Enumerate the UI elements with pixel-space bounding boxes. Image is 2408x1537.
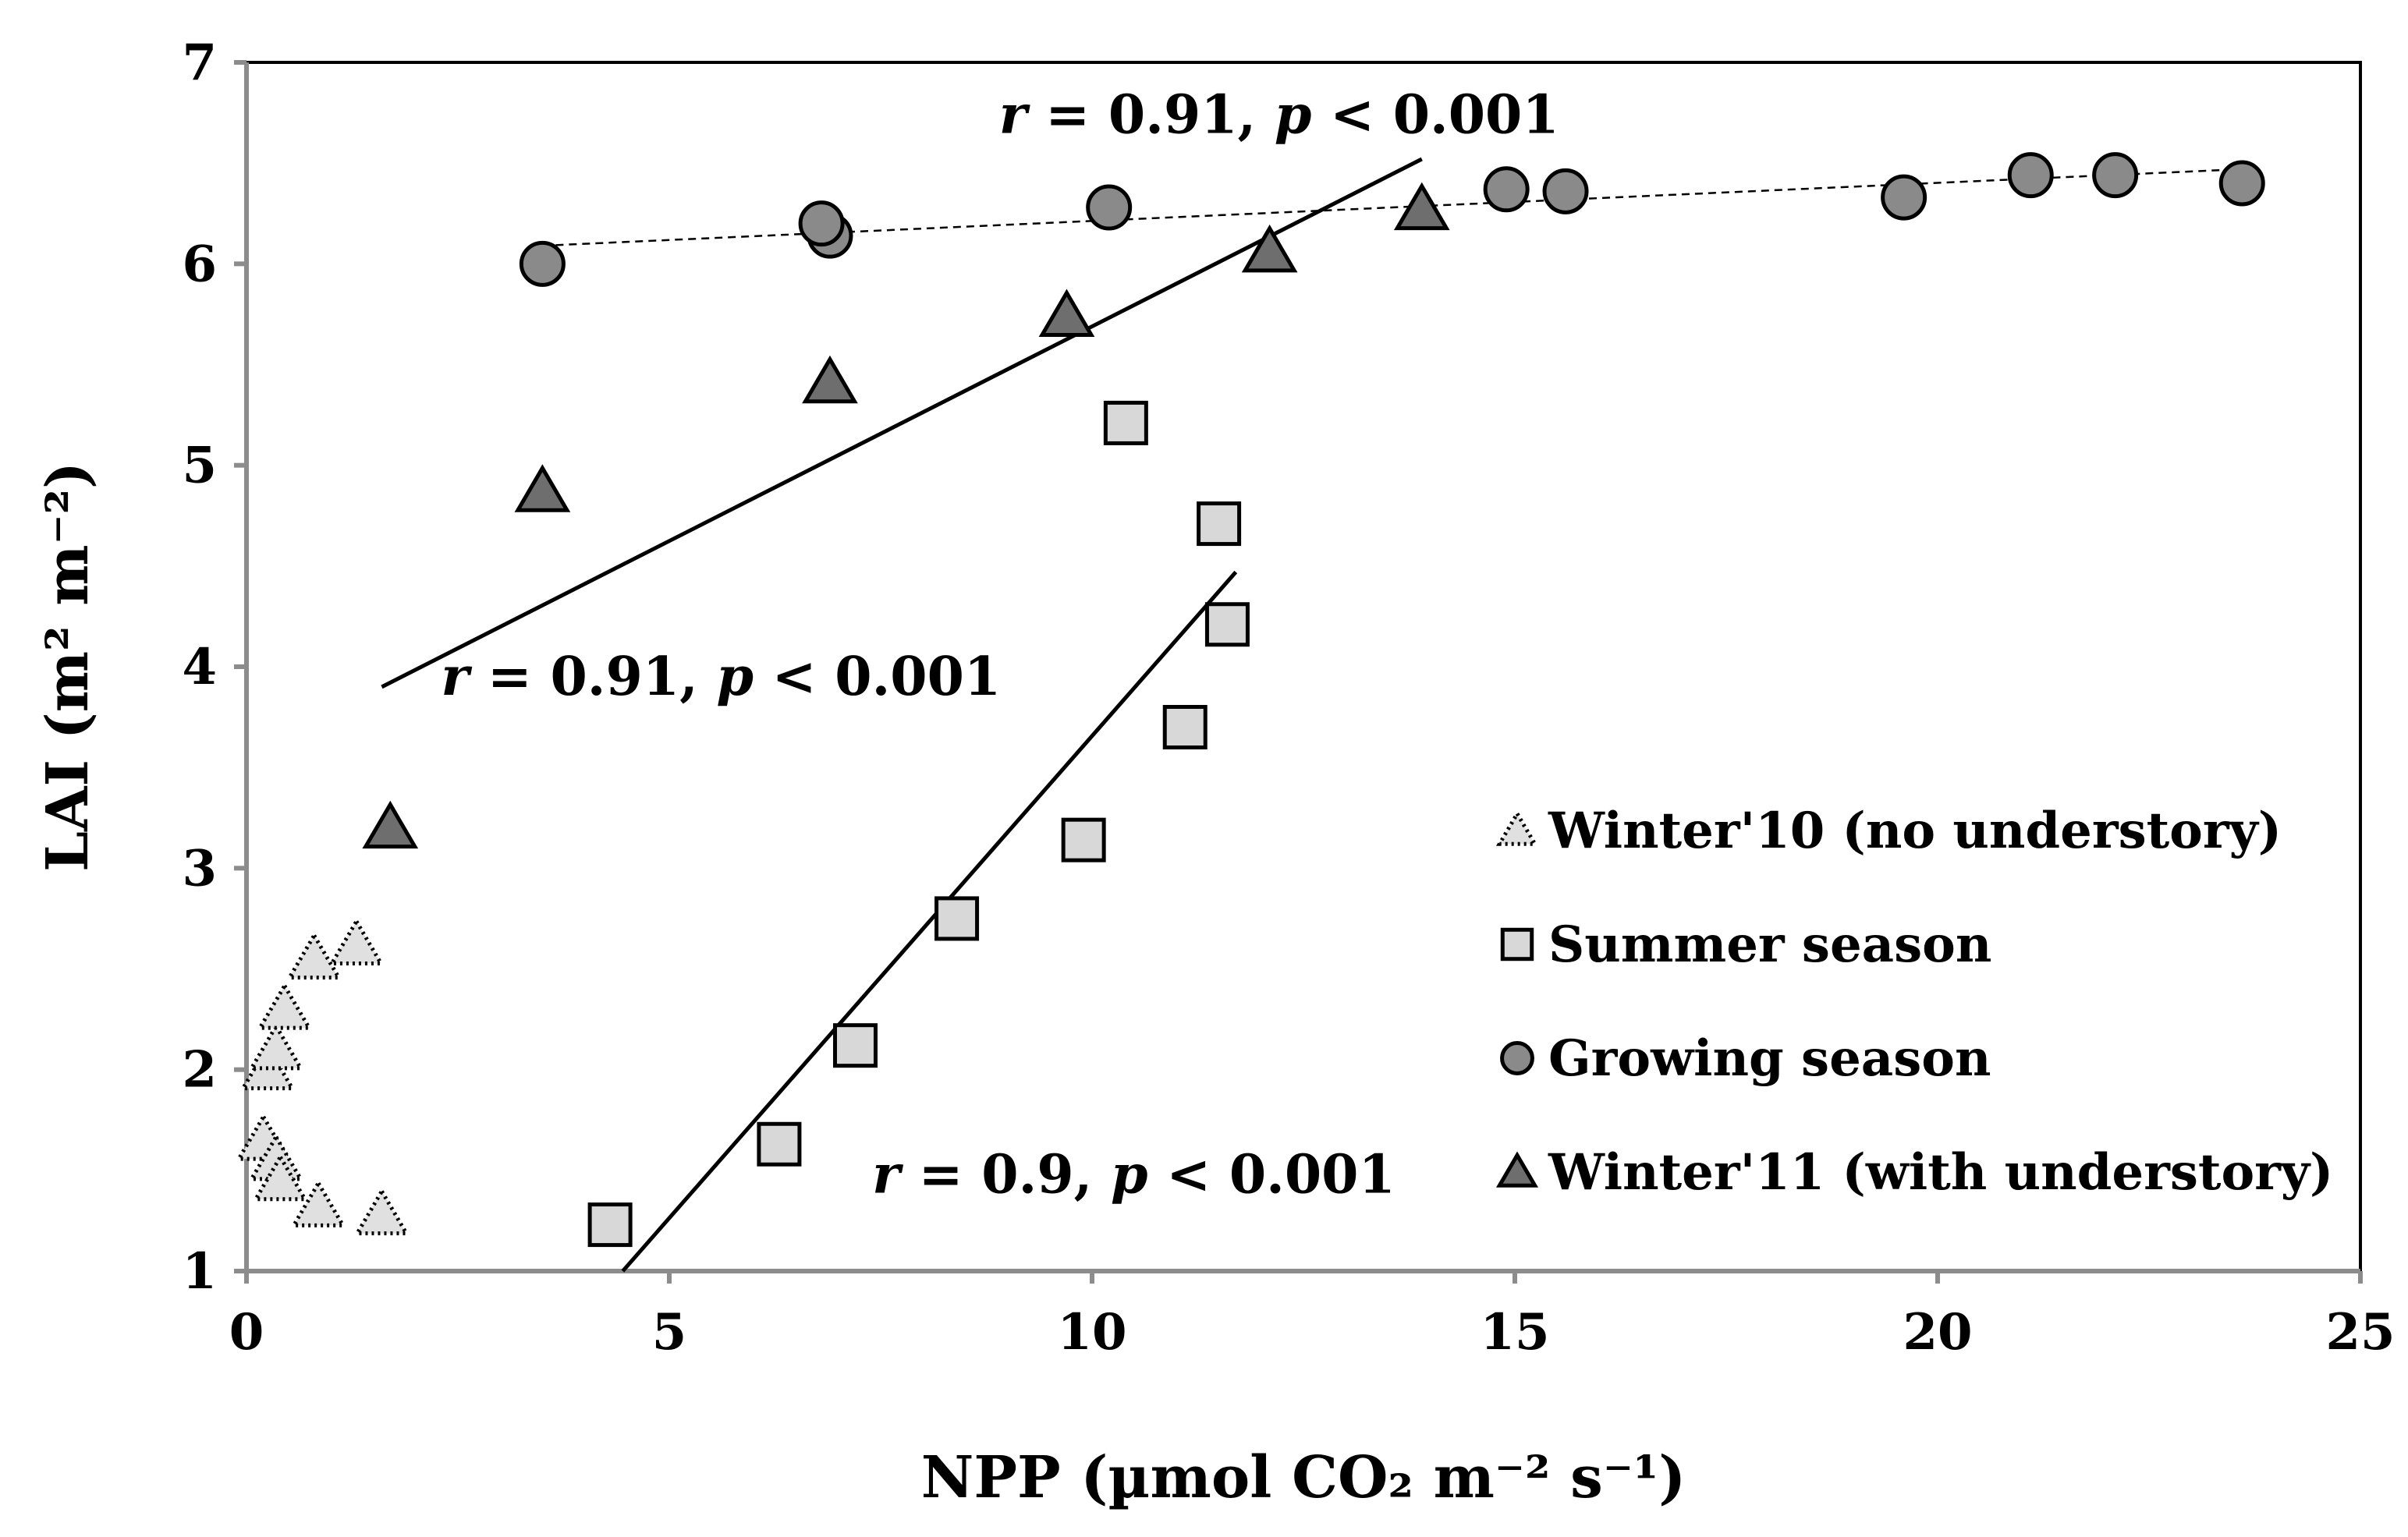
legend-marker: [1495, 1151, 1539, 1188]
data-point: [1393, 182, 1450, 231]
y-tick-label: 6: [182, 235, 217, 293]
data-point: [1204, 602, 1250, 647]
data-point: [285, 931, 342, 980]
y-axis-title: LAI (m² m⁻²): [34, 462, 101, 872]
legend-label: Winter'11 (with understory): [1548, 1143, 2333, 1202]
data-point: [2092, 152, 2139, 199]
data-point: [1542, 168, 1589, 214]
growing-season-fit: [542, 168, 2243, 247]
y-tick-label: 1: [182, 1242, 217, 1301]
x-axis-title: NPP (µmol CO₂ m⁻² s⁻¹): [921, 1444, 1686, 1511]
legend-marker: [1495, 809, 1539, 846]
legend-marker: [1500, 927, 1534, 962]
winter11-fit: [381, 157, 1423, 689]
data-point: [1086, 184, 1133, 231]
x-tick-label: 25: [2325, 1303, 2395, 1362]
data-point: [934, 896, 980, 941]
data-point: [353, 1187, 410, 1236]
data-point: [757, 1121, 802, 1167]
tick-labels: 0 5 10 15 20 25 1 2 3 4 5 6 7: [182, 34, 2395, 1362]
stat-annotations: r = 0.91, p < 0.001 r = 0.91, p < 0.001 r …: [441, 83, 1559, 1206]
y-tick-label: 5: [182, 437, 217, 495]
data-point: [1162, 705, 1208, 749]
data-point: [519, 240, 566, 287]
legend: Winter'10 (no understory) Summer season Gr…: [1495, 802, 2333, 1202]
data-point: [1483, 166, 1530, 213]
data-point: [248, 1022, 304, 1071]
x-tick-label: 20: [1903, 1303, 1972, 1362]
fit-lines: [381, 157, 2243, 1273]
legend-label: Winter'10 (no understory): [1548, 802, 2282, 860]
y-tick-label: 2: [182, 1041, 217, 1100]
data-point: [328, 917, 385, 965]
data-point: [1241, 224, 1298, 273]
y-tick-label: 7: [182, 34, 217, 92]
data-point: [1038, 289, 1095, 337]
winter11-stat-bottom: r = 0.91, p < 0.001: [441, 646, 1001, 708]
legend-label: Growing season: [1548, 1029, 1991, 1088]
axis-ticks: [234, 60, 2363, 1284]
y-tick-label: 3: [182, 839, 217, 898]
data-point: [514, 464, 571, 512]
data-point: [802, 355, 858, 404]
data-point: [798, 200, 845, 247]
data-point: [587, 1202, 633, 1248]
winter11-stat-top: r = 0.91, p < 0.001: [999, 83, 1559, 146]
data-point: [290, 1179, 346, 1227]
x-tick-label: 10: [1057, 1303, 1126, 1362]
x-tick-label: 15: [1480, 1303, 1549, 1362]
data-point: [1881, 174, 1927, 221]
data-point: [362, 800, 419, 849]
legend-label: Summer season: [1548, 915, 1991, 974]
x-tick-label: 5: [652, 1303, 687, 1362]
data-point: [1103, 400, 1148, 445]
data-point: [2007, 152, 2054, 199]
summer-stat: r = 0.9, p < 0.001: [872, 1143, 1396, 1206]
x-tick-label: 0: [229, 1303, 264, 1362]
data-point: [252, 1153, 309, 1202]
summer-fit: [621, 570, 1238, 1273]
data-point: [1061, 817, 1106, 862]
data-point: [832, 1023, 878, 1068]
data-point: [1197, 501, 1242, 547]
data-point: [256, 982, 313, 1030]
data-markers: [235, 152, 2265, 1248]
legend-marker: [1500, 1041, 1534, 1075]
y-tick-label: 4: [182, 638, 217, 696]
data-point: [2218, 160, 2265, 207]
